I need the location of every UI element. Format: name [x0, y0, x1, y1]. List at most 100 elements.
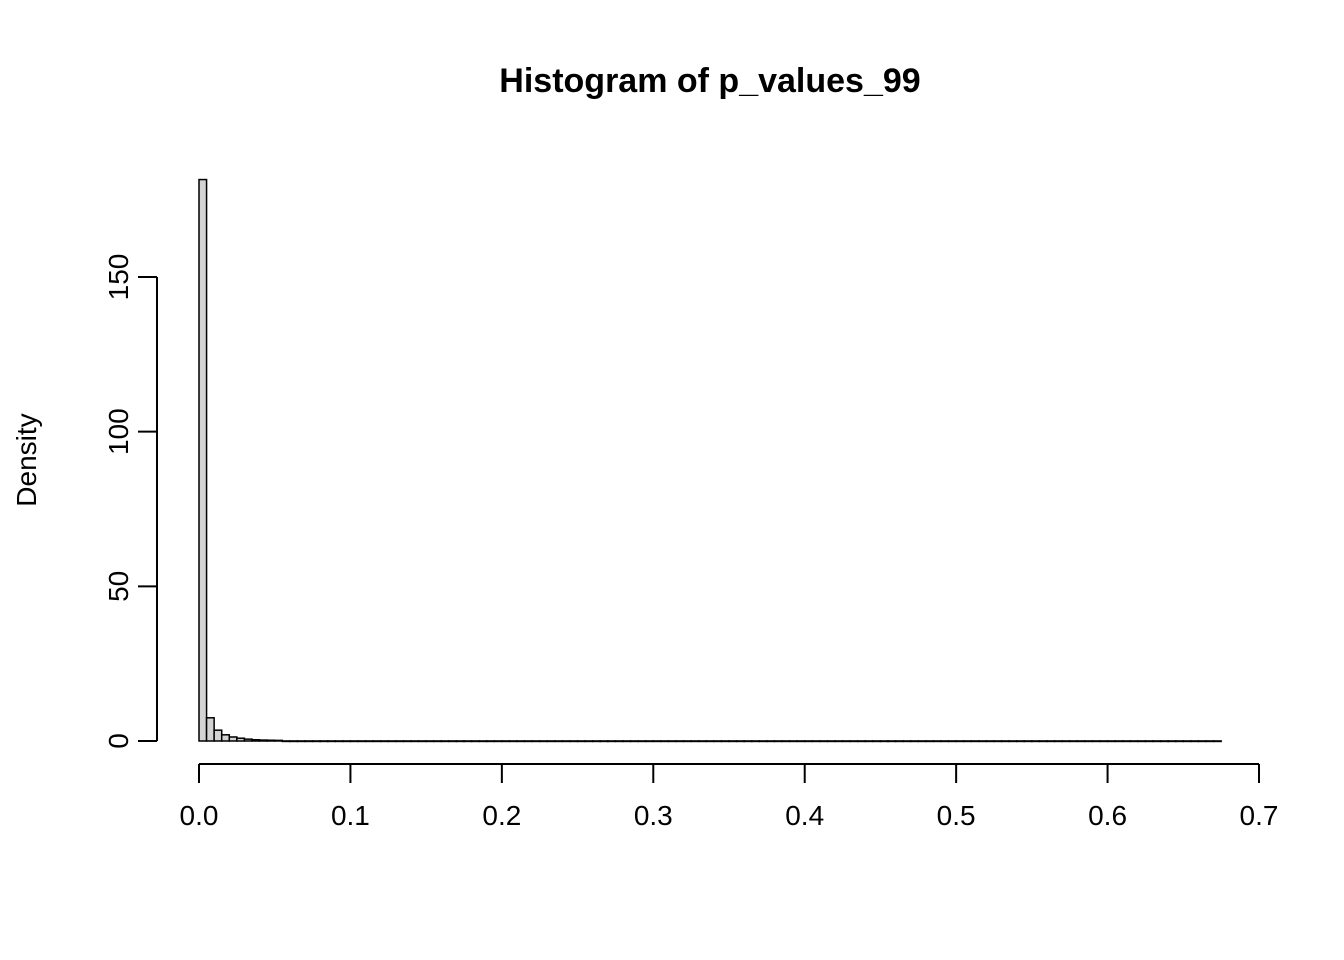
histogram-bar — [198, 178, 208, 742]
histogram-bar — [236, 737, 246, 742]
histogram-bar — [1129, 740, 1139, 743]
histogram-bar — [1099, 740, 1109, 743]
histogram-bar — [887, 740, 897, 743]
histogram-bar — [879, 740, 889, 743]
histogram-bar — [1008, 740, 1018, 743]
histogram-bar — [1061, 740, 1071, 743]
histogram-bar — [1190, 740, 1200, 743]
histogram-bar — [228, 736, 238, 742]
x-tick-label: 0.4 — [785, 800, 824, 831]
histogram-bar — [1137, 740, 1147, 743]
histogram-bar — [682, 740, 692, 743]
histogram-bar — [652, 740, 662, 743]
histogram-bar — [849, 740, 859, 743]
y-tick-label: 0 — [103, 733, 134, 749]
histogram-bar — [697, 740, 708, 743]
histogram-bar — [213, 729, 223, 742]
histogram-bar — [554, 740, 564, 743]
histogram-bar — [743, 740, 753, 743]
histogram-bar — [410, 740, 420, 743]
histogram-bar — [1084, 740, 1094, 743]
histogram-bar — [364, 740, 374, 743]
histogram-bar — [258, 739, 268, 742]
histogram-bar — [940, 740, 950, 743]
histogram-bar — [387, 740, 397, 743]
histogram-bar — [728, 740, 738, 743]
y-axis: 0 50 100 150 — [103, 254, 158, 749]
histogram-bar — [205, 717, 215, 742]
histogram-bar — [1046, 740, 1056, 743]
histogram-bar — [713, 740, 723, 743]
histogram-bar — [902, 740, 912, 743]
histogram-bar — [856, 740, 867, 743]
histogram-bar — [660, 740, 670, 743]
histogram-bar — [955, 740, 965, 743]
histogram-bar — [289, 740, 299, 743]
histogram-bar — [644, 740, 655, 743]
histogram-bar — [516, 740, 526, 743]
histogram-bar — [561, 740, 571, 743]
histogram-bar — [1091, 740, 1101, 743]
histogram-bar — [455, 740, 465, 743]
histogram-bar — [637, 740, 647, 743]
histogram-bar — [993, 740, 1003, 743]
histogram-bar — [1031, 740, 1041, 743]
histogram-bar — [1144, 740, 1154, 743]
histogram-bar — [894, 740, 904, 743]
histogram-bar — [1174, 740, 1185, 743]
y-tick-label: 150 — [103, 254, 134, 301]
histogram-bar — [470, 740, 480, 743]
histogram-bar — [357, 740, 367, 743]
histogram-bar — [349, 740, 359, 743]
y-tick-label: 100 — [103, 408, 134, 455]
x-tick-label: 0.0 — [180, 800, 219, 831]
histogram-bar — [311, 740, 321, 743]
histogram-bar — [826, 740, 836, 743]
histogram-bar — [243, 738, 253, 742]
histogram-bar — [425, 740, 435, 743]
histogram-bar — [463, 740, 473, 743]
histogram-bar — [766, 740, 776, 743]
histogram-bar — [978, 740, 988, 743]
histogram-bar — [864, 740, 874, 743]
histogram-bar — [591, 740, 602, 743]
histogram-bar — [538, 740, 549, 743]
x-tick-label: 0.7 — [1240, 800, 1279, 831]
histogram-bar — [909, 740, 920, 743]
histogram-bar — [947, 740, 957, 743]
histogram-bar — [675, 740, 685, 743]
histogram-bar — [485, 740, 496, 743]
histogram-bar — [788, 740, 798, 743]
histogram-bars — [198, 178, 1222, 743]
histogram-bar — [266, 739, 276, 742]
histogram-bar — [531, 740, 541, 743]
y-axis-title: Density — [11, 413, 42, 506]
histogram-bar — [326, 740, 337, 743]
histogram-bar — [281, 740, 291, 743]
histogram-bar — [372, 740, 382, 743]
histogram-bar — [251, 739, 261, 742]
histogram-bar — [546, 740, 556, 743]
x-tick-label: 0.6 — [1088, 800, 1127, 831]
histogram-bar — [508, 740, 518, 743]
histogram-bar — [872, 740, 882, 743]
x-tick-label: 0.2 — [482, 800, 521, 831]
histogram-bar — [1197, 740, 1207, 743]
histogram-bar — [834, 740, 844, 743]
histogram-bar — [296, 740, 306, 743]
histogram-bar — [773, 740, 783, 743]
histogram-bar — [417, 740, 427, 743]
histogram-bar — [1205, 740, 1215, 743]
histogram-bar — [962, 740, 973, 743]
histogram-bar — [304, 740, 314, 743]
histogram-bar — [750, 740, 761, 743]
histogram-bar — [1212, 740, 1222, 743]
histogram-bar — [273, 739, 284, 742]
histogram-bar — [569, 740, 579, 743]
histogram-bar — [1038, 740, 1048, 743]
histogram-bar — [1106, 740, 1116, 743]
chart-title: Histogram of p_values_99 — [499, 62, 920, 100]
histogram-bar — [379, 740, 390, 743]
histogram-bar — [690, 740, 700, 743]
